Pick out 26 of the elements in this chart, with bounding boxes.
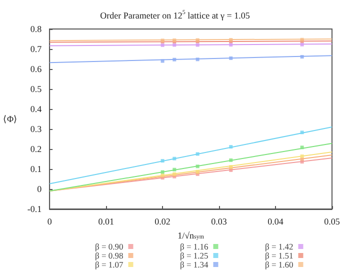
x-tick-label: 0.02 (154, 216, 170, 226)
x-tick-label: 0.01 (98, 216, 114, 226)
legend-label: β = 0.90 (94, 242, 124, 252)
legend-label: β = 1.16 (180, 242, 208, 252)
y-tick-label: 0.1 (30, 164, 42, 174)
x-tick-label: 0 (47, 216, 52, 226)
legend-label: β = 1.51 (264, 250, 294, 260)
y-axis-title: ⟨Φ⟩ (2, 114, 18, 124)
y-tick-label: 0.6 (30, 64, 42, 74)
legend-label: β = 1.25 (180, 250, 208, 260)
legend-label: β = 1.60 (264, 260, 294, 270)
y-tick-label: 0.8 (30, 24, 42, 34)
legend-label: β = 1.07 (94, 260, 124, 270)
y-tick-label: 0.5 (30, 84, 42, 94)
y-tick-label: 0.7 (30, 44, 42, 54)
y-tick-label: 0.2 (30, 144, 42, 154)
x-tick-label: 0.03 (211, 216, 228, 226)
y-tick-label: 0.3 (30, 124, 42, 134)
y-tick-label: -0.1 (27, 204, 42, 214)
x-tick-label: 0.04 (268, 216, 284, 226)
legend-label: β = 1.42 (264, 242, 294, 252)
legend-label: β = 1.34 (180, 260, 209, 270)
y-tick-label: 0 (37, 184, 42, 194)
x-tick-label: 0.05 (324, 216, 340, 226)
legend-label: β = 0.98 (94, 250, 124, 260)
y-tick-label: 0.4 (30, 104, 42, 114)
